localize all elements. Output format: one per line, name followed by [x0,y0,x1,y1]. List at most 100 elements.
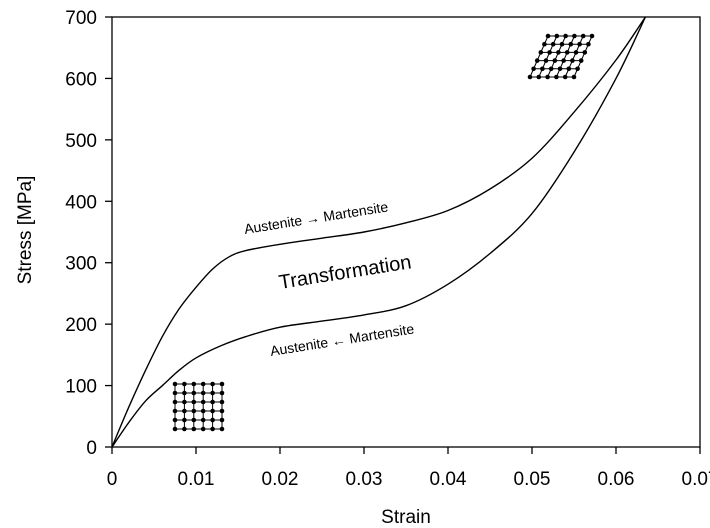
lattice-atom [568,41,574,47]
lattice-atom [200,381,206,387]
lattice-atom [562,74,568,80]
curves [111,16,647,448]
lattice-atom [559,41,565,47]
lattice-atom [577,41,582,47]
y-tick-label: 400 [65,192,97,213]
lattice-atom [538,50,544,55]
lattice-atom [582,50,588,55]
unloading-curve [111,16,647,448]
axis-tick-labels: 0 0.01 0.02 0.03 0.04 0.05 0.06 0.07 0 100 200 300 4… [65,8,710,490]
annotation-transformation: Transformation [277,251,413,294]
lattice-atom [589,33,595,39]
lattice-atom [200,426,206,432]
lattice-atom [200,417,206,423]
lattice-atom [578,58,584,63]
lattice-atom [191,381,197,387]
lattice-atom [219,408,225,414]
lattice-atom [542,41,547,47]
lattice-atom [219,417,225,423]
lattice-atom [191,417,197,423]
austenite-lattice-icon [172,381,225,432]
annotation-unloading: Austenite ← Martensite [269,320,415,359]
x-tick-label: 0.04 [430,469,467,490]
lattice-atom [548,66,554,72]
martensite-lattice-icon [527,33,595,80]
lattice-atom [586,41,591,47]
lattice-atom [210,399,215,405]
lattice-atom [572,33,577,39]
lattice-atom [573,50,579,55]
lattice-atom [219,381,225,387]
lattice-atom [554,74,559,80]
lattice-atom [172,399,178,405]
lattice-atom [563,33,568,39]
y-tick-label: 200 [65,315,97,336]
lattice-atom [547,50,552,55]
y-tick-label: 100 [65,377,97,398]
lattice-atom [543,58,549,63]
x-tick-label: 0.03 [346,469,383,490]
lattice-atom [566,66,572,72]
lattice-atom [172,390,178,396]
axis-ticks [105,16,701,454]
lattice-atom [191,399,197,405]
lattice-atom [545,33,551,39]
lattice-atom [219,390,225,396]
y-tick-label: 0 [86,438,97,459]
lattice-atom [210,408,215,414]
lattice-atom [545,74,550,80]
lattice-atom [554,33,560,39]
x-tick-label: 0 [107,469,118,490]
lattice-atom [182,426,187,432]
lattice-atom [550,41,556,47]
loading-curve [111,16,646,448]
plot-frame [111,16,701,448]
lattice-atom [564,50,570,55]
lattice-atom [561,58,566,63]
y-tick-label: 700 [65,8,97,29]
x-tick-label: 0.05 [514,469,551,490]
lattice-atom [210,426,215,432]
lattice-atom [571,74,577,80]
lattice-atom [540,66,545,72]
x-tick-label: 0.06 [598,469,635,490]
lattice-atom [191,426,197,432]
lattice-atom [210,381,215,387]
lattice-atom [557,66,563,72]
lattice-atom [182,408,187,414]
lattice-atom [182,399,187,405]
lattice-atom [182,390,187,396]
lattice-atom [570,58,575,63]
lattice-atom [191,390,197,396]
x-axis-label: Strain [381,507,431,528]
lattice-atom [527,74,533,80]
y-axis-label: Stress [MPa] [15,176,36,285]
lattice-atom [552,58,558,63]
lattice-atom [210,417,215,423]
lattice-atom [575,66,580,72]
lattice-atom [536,74,542,80]
x-tick-label: 0.01 [178,469,215,490]
x-tick-label: 0.02 [262,469,299,490]
lattice-atom [191,408,197,414]
lattice-atom [219,399,225,405]
lattice-atom [200,390,206,396]
lattice-atom [556,50,561,55]
lattice-atom [172,417,178,423]
lattice-atom [210,390,215,396]
lattice-atom [182,381,187,387]
lattice-atom [200,408,206,414]
lattice-atom [580,33,586,39]
lattice-atom [531,66,536,72]
y-tick-label: 300 [65,254,97,275]
lattice-atom [182,417,187,423]
lattice-atom [534,58,540,63]
x-tick-label: 0.07 [682,469,710,490]
y-tick-label: 600 [65,69,97,90]
lattice-atom [172,381,178,387]
lattice-atom [172,408,178,414]
lattice-atom [200,399,206,405]
lattice-atom [172,426,178,432]
lattice-atom [219,426,225,432]
